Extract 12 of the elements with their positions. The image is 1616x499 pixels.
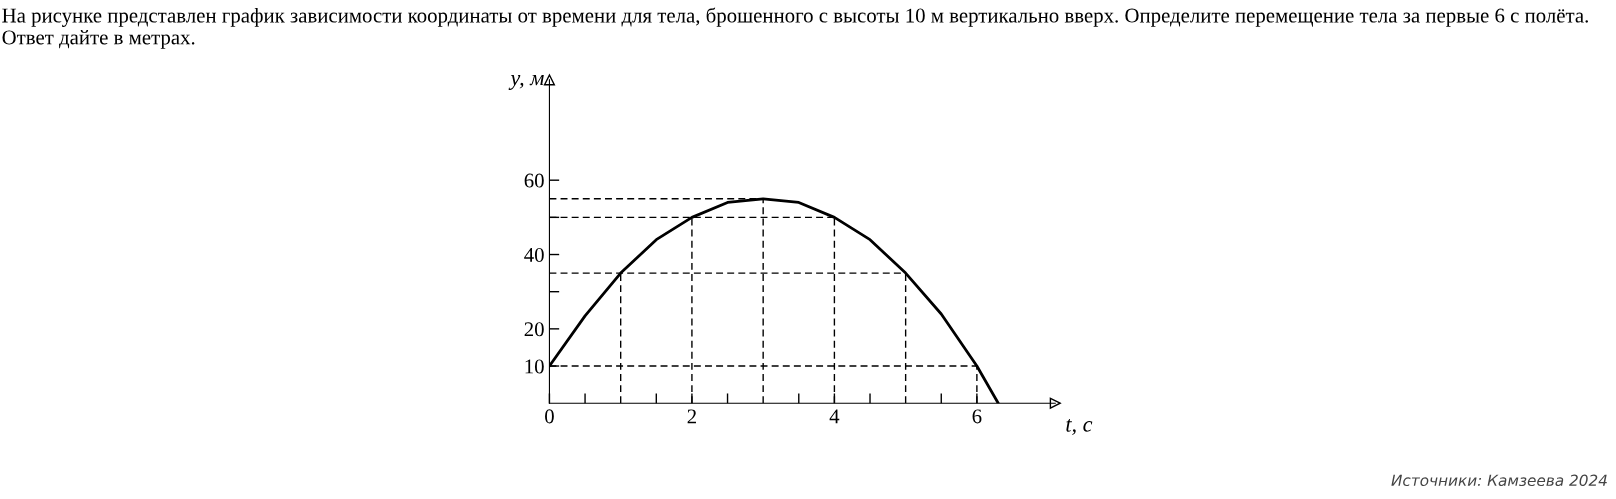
x-tick-label: 4 [829,409,840,424]
x-tick-label: 6 [972,409,982,424]
y-axis-title: y, м [508,74,544,90]
y-tick-label: 20 [524,322,544,337]
y-tick-label: 40 [524,247,544,262]
x-tick-label: 2 [687,409,696,424]
chart-title: На рисунке представлен график зависимости координаты от времени для тела, брошенного с высоты 10 м вертикально вверх. Определите перемещение тела за первые 6 с полёта. Ответ дайте в метрах. [2,7,1588,49]
x-tick-label: 0 [545,409,554,424]
text: Источники: Камзеева 2024 [1391,474,1607,487]
x-axis-title: t, с [1066,419,1093,435]
y-tick-label: 60 [524,173,544,188]
y-tick-label: 10 [525,359,544,374]
